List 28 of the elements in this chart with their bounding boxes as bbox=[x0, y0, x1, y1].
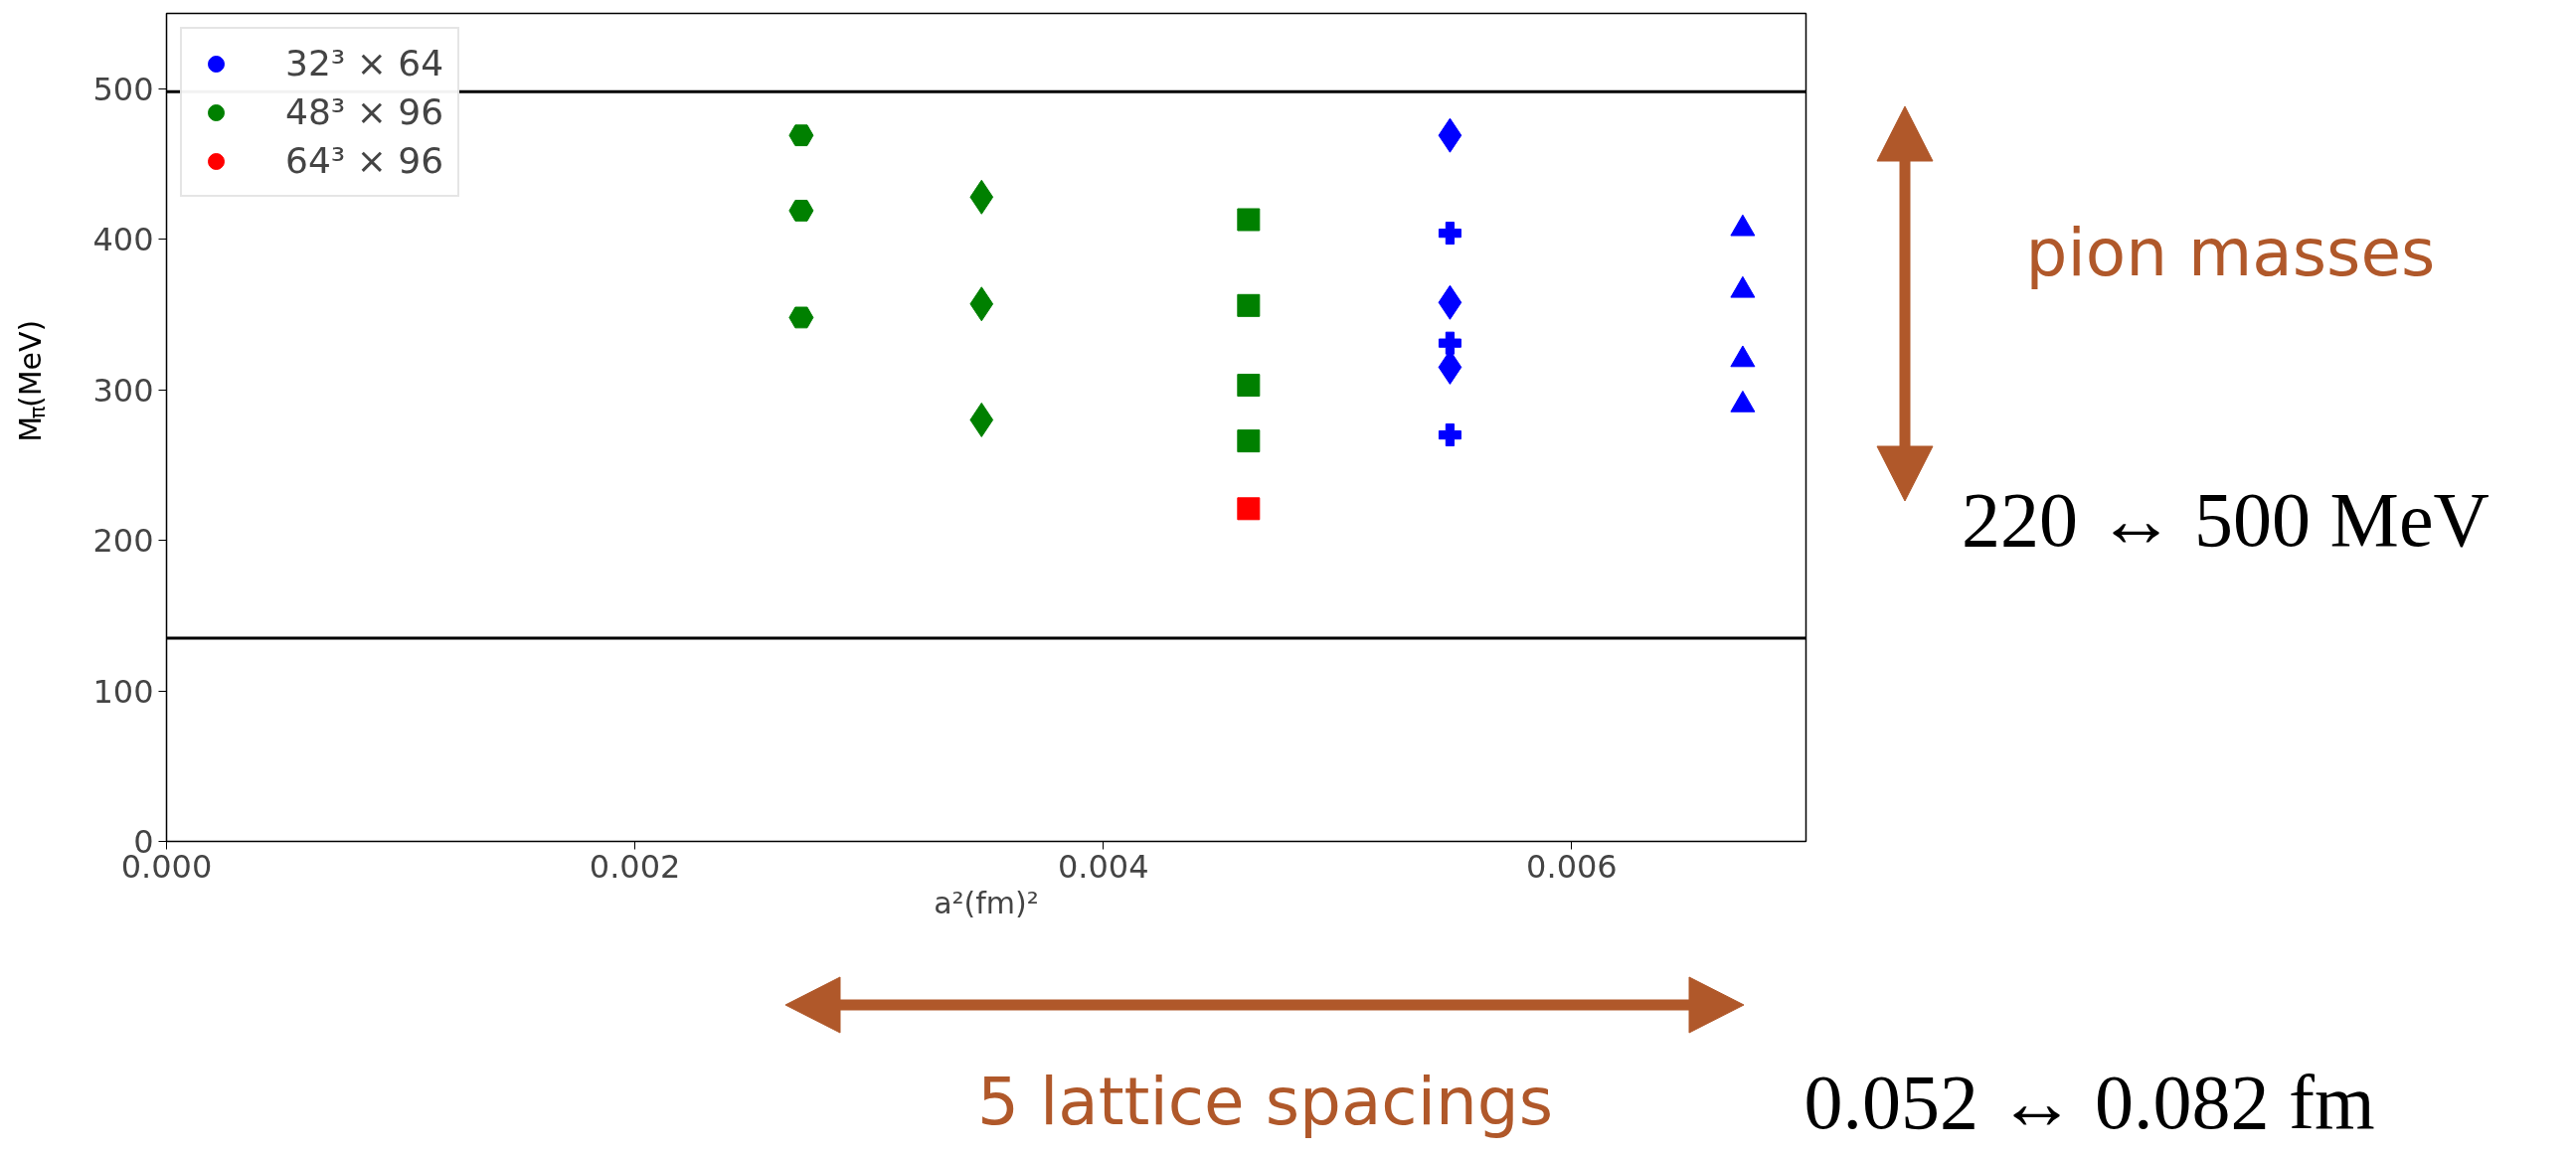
y-tick-label: 200 bbox=[92, 522, 154, 561]
x-tick-label: 0.004 bbox=[1057, 847, 1149, 886]
point bbox=[788, 306, 814, 329]
y-tick-label: 400 bbox=[92, 221, 154, 259]
point bbox=[1438, 423, 1461, 447]
text: 5 lattice spacings bbox=[976, 1064, 1554, 1140]
point bbox=[1237, 293, 1261, 317]
legend-label: 48³ × 96 bbox=[285, 91, 444, 132]
x-tick-label: 0.006 bbox=[1526, 847, 1618, 886]
text: 0.052 ↔ 0.082 fm bbox=[1803, 1059, 2375, 1145]
point bbox=[1237, 208, 1261, 232]
x-axis-title: a²(fm)² bbox=[934, 885, 1039, 920]
point bbox=[1438, 331, 1461, 355]
legend-label: 32³ × 64 bbox=[285, 43, 444, 83]
point bbox=[788, 200, 814, 222]
point bbox=[1237, 497, 1261, 521]
legend-label: 64³ × 96 bbox=[285, 140, 444, 181]
point bbox=[1237, 374, 1261, 398]
y-tick-label: 300 bbox=[92, 371, 154, 410]
text: pion masses bbox=[2025, 215, 2436, 292]
y-axis-title: Mπ(MeV) bbox=[13, 319, 50, 442]
point bbox=[1438, 222, 1461, 246]
y-tick-label: 100 bbox=[92, 672, 154, 711]
x-tick-label: 0.002 bbox=[589, 847, 681, 886]
y-tick-label: 500 bbox=[92, 70, 154, 108]
point bbox=[788, 124, 814, 147]
text: 220 ↔ 500 MeV bbox=[1962, 476, 2490, 564]
point bbox=[1237, 429, 1261, 453]
